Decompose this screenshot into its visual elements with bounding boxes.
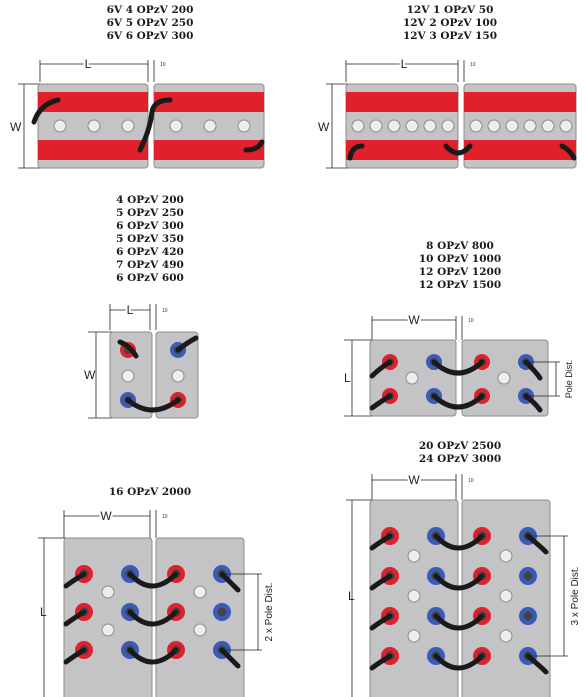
pole-distance-label: Pole Dist.	[564, 360, 574, 399]
model-label: 10 OPzV 1000	[418, 253, 502, 265]
dimension-width	[326, 83, 350, 169]
connector-cables	[117, 335, 199, 413]
model-label: 5 OPzV 350	[116, 233, 184, 245]
model-list-16-opzv: 16 OPzV 2000	[80, 486, 220, 499]
model-list-2v-small: 4 OPzV 200 5 OPzV 250 6 OPzV 300 5 OPzV …	[80, 194, 220, 285]
length-label: L	[127, 303, 134, 317]
gap-label: 10	[468, 318, 474, 324]
dimension-length	[345, 60, 465, 82]
width-label: W	[408, 473, 420, 487]
dimension-width	[63, 510, 157, 538]
dimension-width	[371, 316, 463, 340]
width-label: W	[408, 313, 420, 327]
cell-right	[155, 537, 245, 697]
model-label: 12V 3 OPzV 150	[402, 30, 498, 42]
model-list-12v: 12V 1 OPzV 50 12V 2 OPzV 100 12V 3 OPzV …	[360, 4, 540, 43]
model-label: 5 OPzV 250	[116, 207, 184, 219]
width-label: W	[318, 120, 330, 134]
width-label: W	[10, 120, 22, 134]
dimension-length	[109, 304, 157, 330]
dimension-width	[88, 331, 112, 419]
model-label: 6 OPzV 420	[116, 246, 184, 258]
gap-label: 10	[162, 514, 168, 520]
connector-cables	[31, 97, 265, 153]
dimension-width	[18, 83, 42, 169]
pole-distance-dimension	[530, 361, 560, 397]
pole-distance-label: 3 x Pole Dist.	[570, 567, 581, 626]
length-label: L	[40, 605, 47, 619]
model-label: 16 OPzV 2000	[108, 486, 192, 498]
model-list-2v-medium: 8 OPzV 800 10 OPzV 1000 12 OPzV 1200 12 …	[390, 240, 530, 292]
dimension-length	[39, 60, 155, 82]
length-label: L	[401, 57, 408, 71]
dimension-length	[38, 537, 66, 697]
length-label: L	[348, 589, 355, 603]
gap-label: 10	[470, 62, 476, 68]
model-label: 6V 4 OPzV 200	[106, 4, 194, 16]
gap-label: 10	[160, 62, 166, 68]
model-label: 6V 5 OPzV 250	[106, 17, 194, 29]
model-label: 6 OPzV 300	[116, 220, 184, 232]
model-label: 20 OPzV 2500	[418, 440, 502, 452]
width-label: W	[100, 509, 112, 523]
connector-cables	[347, 143, 577, 161]
pole-distance-dimension	[226, 573, 262, 651]
pole-distance-label: 2 x Pole Dist.	[264, 583, 275, 642]
cell-left	[369, 499, 459, 697]
model-label: 12V 2 OPzV 100	[402, 17, 498, 29]
length-label: L	[344, 371, 351, 385]
width-label: W	[84, 368, 96, 382]
length-label: L	[85, 57, 92, 71]
connector-cables	[369, 533, 549, 675]
model-label: 24 OPzV 3000	[418, 453, 502, 465]
model-label: 12 OPzV 1500	[418, 279, 502, 291]
cell-block-left	[37, 83, 149, 169]
model-label: 7 OPzV 490	[116, 259, 184, 271]
model-label: 6V 6 OPzV 300	[106, 30, 194, 42]
cell-block-right	[153, 83, 265, 169]
cell-block-right	[463, 83, 577, 169]
cell-right	[461, 499, 551, 697]
model-label: 4 OPzV 200	[116, 194, 184, 206]
model-label: 6 OPzV 600	[116, 272, 184, 284]
model-label: 12V 1 OPzV 50	[406, 4, 494, 16]
connector-cables	[63, 571, 241, 669]
model-label: 8 OPzV 800	[426, 240, 494, 252]
dimension-width	[371, 474, 463, 500]
model-list-6v: 6V 4 OPzV 200 6V 5 OPzV 250 6V 6 OPzV 30…	[60, 4, 240, 43]
model-label: 12 OPzV 1200	[418, 266, 502, 278]
model-list-20-24-opzv: 20 OPzV 2500 24 OPzV 3000	[390, 440, 530, 466]
dimension-length	[344, 339, 372, 417]
dimension-length	[346, 499, 374, 697]
cell-block-left	[345, 83, 459, 169]
gap-label: 10	[468, 478, 474, 484]
pole-distance-dimension	[532, 535, 568, 657]
connector-cables	[369, 359, 543, 413]
gap-label: 10	[162, 308, 168, 314]
